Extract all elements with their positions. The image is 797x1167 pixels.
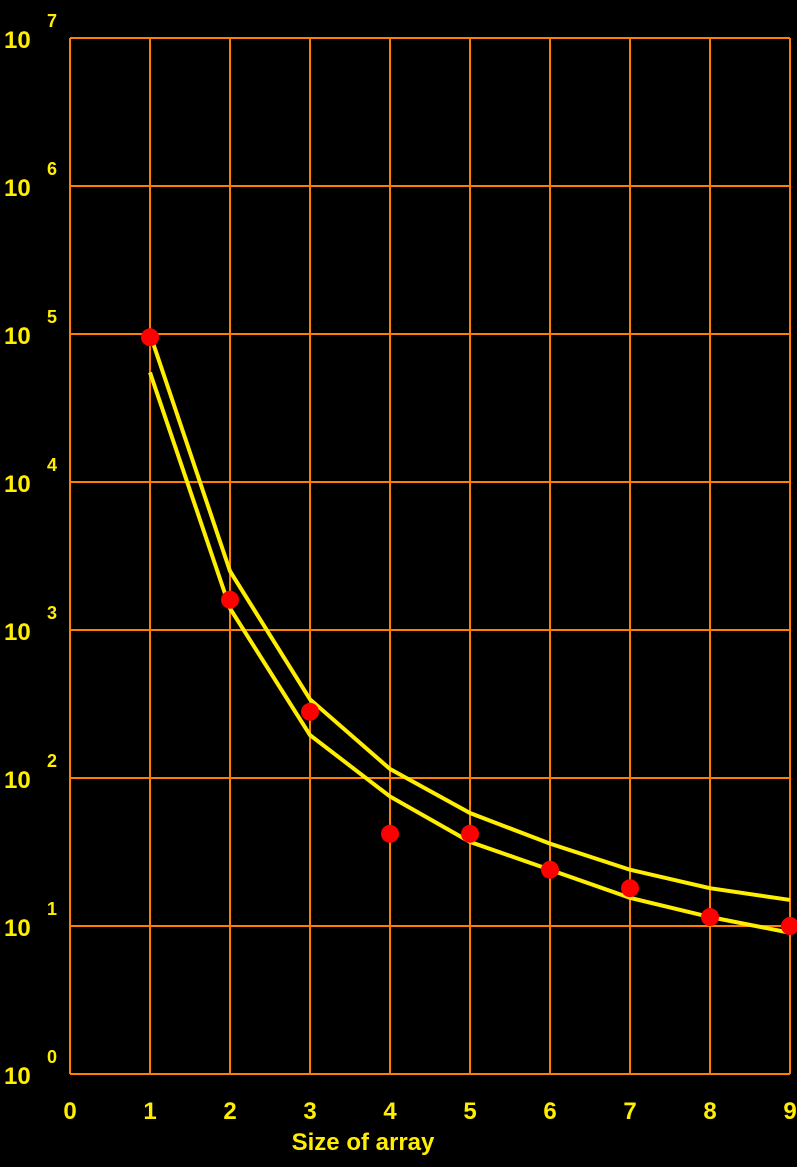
x-tick-label: 4 [383, 1098, 397, 1125]
y-tick-exponent: 0 [47, 1047, 57, 1067]
y-tick-label: 10 [4, 915, 31, 942]
y-tick-exponent: 7 [47, 11, 57, 31]
data-point [541, 860, 559, 879]
y-tick-label: 10 [4, 1063, 31, 1090]
y-tick-exponent: 1 [47, 899, 57, 919]
data-point [221, 590, 239, 609]
x-tick-label: 7 [623, 1098, 636, 1125]
y-tick-exponent: 2 [47, 751, 57, 771]
data-point [621, 879, 639, 898]
data-point [141, 328, 159, 347]
y-tick-label: 10 [4, 471, 31, 498]
x-tick-label: 2 [223, 1098, 236, 1125]
tick-labels: 0 1 2 3 4 5 6 7 8 9 10 0 10 1 10 2 10 3 10 4 10 5 10 6 10 7 [4, 11, 797, 1125]
y-tick-exponent: 5 [47, 307, 57, 327]
y-tick-exponent: 3 [47, 603, 57, 623]
series-group [141, 328, 797, 935]
data-point [301, 702, 319, 721]
x-tick-label: 1 [143, 1098, 156, 1125]
x-tick-label: 8 [703, 1098, 716, 1125]
y-tick-exponent: 6 [47, 159, 57, 179]
x-tick-label: 0 [63, 1098, 76, 1125]
x-tick-label: 6 [543, 1098, 556, 1125]
y-tick-label: 10 [4, 175, 31, 202]
data-point [701, 908, 719, 927]
data-point [461, 824, 479, 843]
x-tick-label: 5 [463, 1098, 476, 1125]
y-tick-label: 10 [4, 619, 31, 646]
x-axis-title: Size of array [292, 1129, 435, 1156]
data-point [781, 917, 797, 935]
y-tick-label: 10 [4, 767, 31, 794]
grid [69, 37, 791, 1075]
series-line-1 [148, 333, 791, 902]
y-tick-label: 10 [4, 323, 31, 350]
y-tick-exponent: 4 [47, 455, 57, 475]
x-tick-label: 9 [783, 1098, 796, 1125]
y-tick-label: 10 [4, 27, 31, 54]
x-tick-label: 3 [303, 1098, 316, 1125]
data-point [381, 824, 399, 843]
